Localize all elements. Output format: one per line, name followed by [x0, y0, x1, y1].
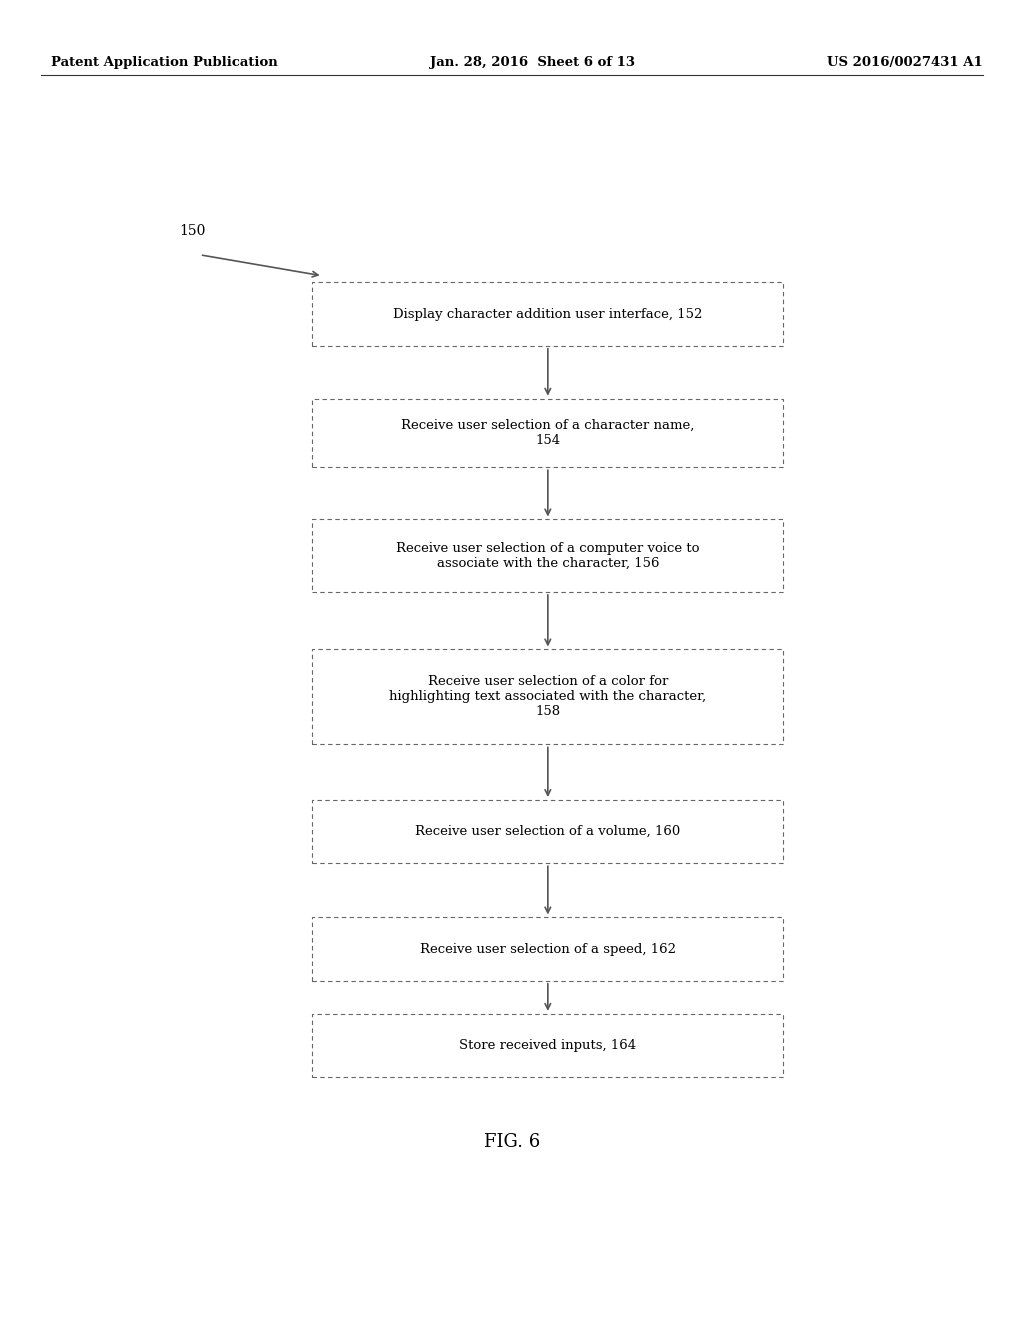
Text: US 2016/0027431 A1: US 2016/0027431 A1 — [827, 55, 983, 69]
Text: Receive user selection of a color for
highlighting text associated with the char: Receive user selection of a color for hi… — [389, 676, 707, 718]
FancyBboxPatch shape — [312, 282, 783, 346]
FancyBboxPatch shape — [312, 649, 783, 744]
Text: Receive user selection of a computer voice to
associate with the character, 156: Receive user selection of a computer voi… — [396, 541, 699, 570]
Text: Store received inputs, 164: Store received inputs, 164 — [460, 1039, 636, 1052]
FancyBboxPatch shape — [312, 1014, 783, 1077]
Text: Receive user selection of a volume, 160: Receive user selection of a volume, 160 — [415, 825, 681, 838]
Text: Display character addition user interface, 152: Display character addition user interfac… — [393, 308, 702, 321]
Text: Receive user selection of a speed, 162: Receive user selection of a speed, 162 — [420, 942, 676, 956]
Text: 150: 150 — [179, 224, 206, 238]
FancyBboxPatch shape — [312, 917, 783, 981]
Text: FIG. 6: FIG. 6 — [484, 1133, 540, 1151]
FancyBboxPatch shape — [312, 800, 783, 863]
FancyBboxPatch shape — [312, 399, 783, 467]
FancyBboxPatch shape — [312, 519, 783, 591]
Text: Receive user selection of a character name,
154: Receive user selection of a character na… — [401, 418, 694, 447]
Text: Jan. 28, 2016  Sheet 6 of 13: Jan. 28, 2016 Sheet 6 of 13 — [430, 55, 635, 69]
Text: Patent Application Publication: Patent Application Publication — [51, 55, 278, 69]
